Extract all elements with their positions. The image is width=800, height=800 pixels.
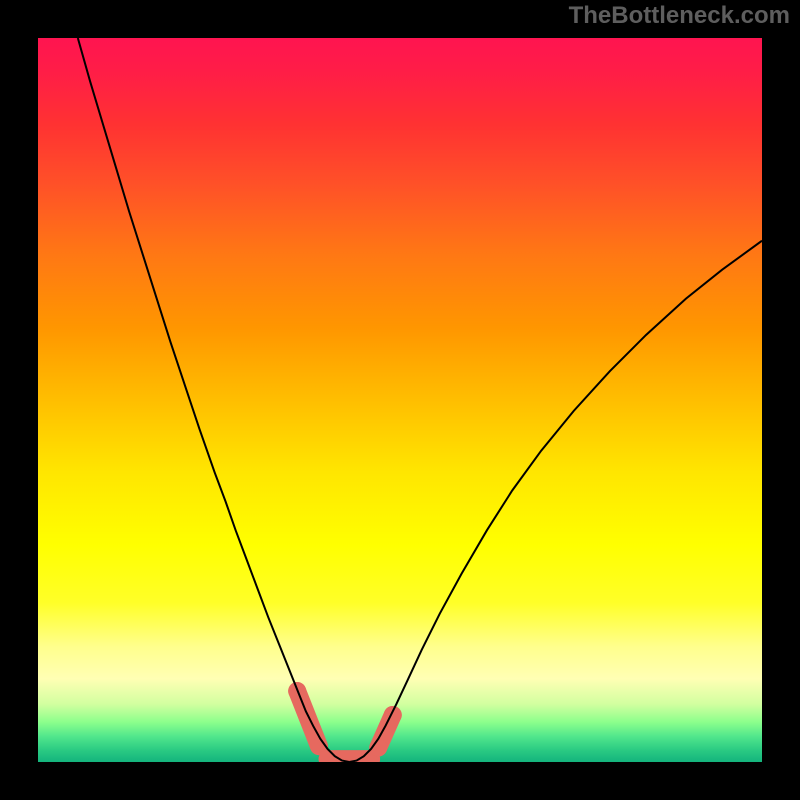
plot-overlay: [38, 38, 762, 762]
curve-right: [349, 241, 762, 762]
plot-area: [38, 38, 762, 762]
highlight-cap: [384, 706, 402, 724]
chart-container: TheBottleneck.com: [0, 0, 800, 800]
curve-left: [78, 38, 350, 762]
watermark-text: TheBottleneck.com: [569, 2, 790, 30]
